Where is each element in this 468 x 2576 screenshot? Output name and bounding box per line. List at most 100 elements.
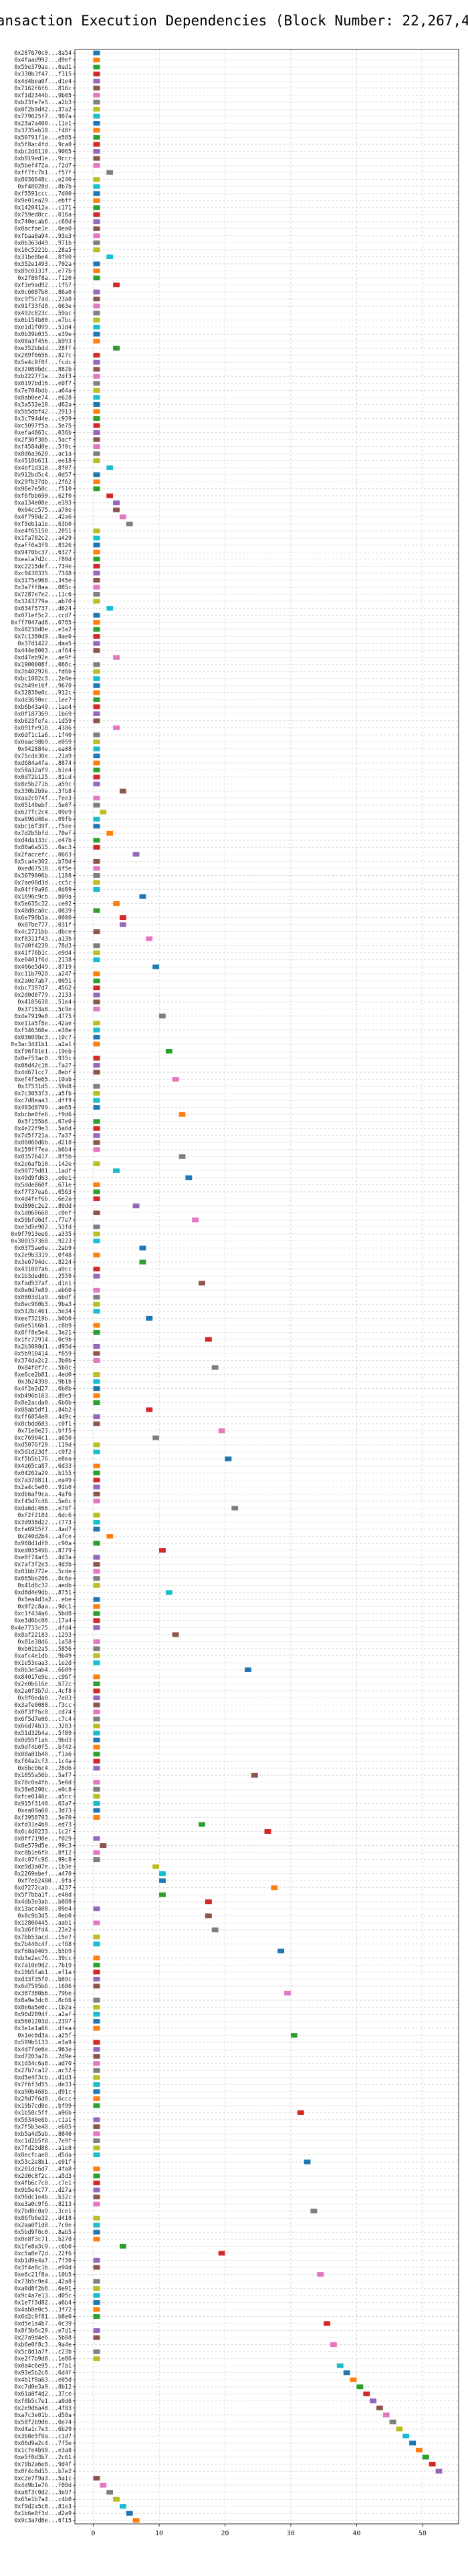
transaction-bar — [93, 472, 100, 478]
transaction-label: 0x5bd9f6c0...8ab5 — [14, 2229, 72, 2235]
transaction-bar — [93, 373, 100, 379]
transaction-bar — [93, 149, 100, 154]
transaction-label: 0x0b363d49...971b — [14, 239, 72, 246]
transaction-label: 0xb623fefe...1d59 — [14, 717, 72, 724]
transaction-label: 0x492c823c...59ac — [14, 310, 72, 317]
transaction-label: 0x891fe910...4386 — [14, 724, 72, 731]
transaction-label: 0xda6dc466...e70f — [14, 1504, 72, 1511]
transaction-bar — [93, 732, 100, 738]
transaction-bar — [93, 1196, 100, 1201]
transaction-bar — [93, 957, 100, 963]
transaction-bar — [271, 1885, 278, 1891]
transaction-bar — [93, 1857, 100, 1863]
transaction-label: 0x0d55f1a6...9bd3 — [14, 1737, 72, 1744]
transaction-label: 0x0c9b3d5...0eb0 — [17, 1913, 72, 1919]
transaction-label: 0x04262a29...b155 — [14, 1470, 72, 1476]
transaction-label: 0x65e1b7a4...c4b0 — [14, 2496, 72, 2503]
transaction-bar — [126, 2511, 133, 2516]
transaction-bar — [93, 1253, 100, 1258]
transaction-label: 0x49d9fd63...e0e1 — [14, 1174, 72, 1181]
transaction-bar — [93, 444, 100, 450]
transaction-label: 0x9c3a7d8e...6f15 — [14, 2517, 72, 2524]
transaction-label: 0xff7047ad8...0785 — [11, 619, 72, 626]
transaction-label: 0xf0b5c7e1...a9d6 — [14, 2398, 72, 2404]
transaction-bar — [93, 1400, 100, 1406]
transaction-bar — [93, 556, 100, 562]
transaction-label: 0x0a4c6e95...f7a1 — [14, 2362, 72, 2369]
transaction-bar — [93, 1470, 100, 1476]
transaction-bar — [93, 2257, 100, 2263]
transaction-label: 0xf8311f43...a13b — [14, 935, 72, 942]
transaction-label: 0x04ff9a96...0d09 — [14, 886, 72, 893]
transaction-label: 0x4185638...51e4 — [17, 999, 72, 1005]
transaction-label: 0x84017e9e...c96f — [14, 1673, 72, 1680]
transaction-bar — [106, 606, 114, 611]
transaction-bar — [93, 1189, 100, 1194]
transaction-label: 0x6df1c1a6...1f40 — [14, 732, 72, 738]
transaction-bar — [93, 1323, 100, 1328]
transaction-label: 0x0f187369...1b69 — [14, 710, 72, 717]
transaction-bar — [382, 2412, 390, 2418]
transaction-bar — [139, 1259, 146, 1265]
transaction-bar — [93, 1674, 100, 1679]
transaction-label: 0x86fb6e32...d418 — [14, 2215, 72, 2221]
transaction-bar — [93, 297, 100, 302]
transaction-bar — [172, 1632, 179, 1637]
transaction-label: 0x98dc1e4b...b32c — [14, 2194, 72, 2201]
transaction-label: 0xb23fe7e5...a2b3 — [14, 99, 72, 106]
transaction-label: 0x1e53eaa3...1e2d — [14, 1659, 72, 1666]
transaction-bar — [93, 1983, 100, 1989]
transaction-label: 0x240d2b4...afce — [17, 1533, 72, 1539]
transaction-label: 0x4f2e2d27...6b0b — [14, 1385, 72, 1392]
transaction-bar — [284, 1991, 291, 1996]
transaction-bar — [93, 2215, 100, 2221]
transaction-label: 0x81bb772e...5cde — [14, 1568, 72, 1575]
transaction-label: 0x04cc575...a70e — [17, 506, 72, 513]
transaction-label: 0x915f3140...63a7 — [14, 1800, 72, 1806]
transaction-bar — [93, 697, 100, 702]
transaction-label: 0x5ea4d3a2...ebe — [17, 1596, 72, 1603]
transaction-label: 0x8af22183...1293 — [14, 1631, 72, 1638]
transaction-label: 0x779625f7...907a — [14, 113, 72, 120]
transaction-bar — [231, 1505, 239, 1510]
transaction-label: 0x5b5dbf42...2913 — [14, 408, 72, 415]
transaction-bar — [93, 1618, 100, 1623]
transaction-bar — [277, 1948, 285, 1953]
transaction-bar — [93, 261, 100, 267]
transaction-bar — [93, 1267, 100, 1272]
transaction-label: 0xb3e2ec76...39cc — [14, 1955, 72, 1961]
transaction-label: 0xe11a5f8e...42ae — [14, 1019, 72, 1026]
transaction-label: 0xaa2c074f...fee3 — [14, 795, 72, 802]
transaction-label: 0x7287e7e2...11c6 — [14, 591, 72, 597]
transaction-label: 0xc7d0e3a9...8b12 — [14, 2384, 72, 2390]
transaction-label: 0x5f7bba1f...e40d — [14, 1891, 72, 1898]
transaction-label: 0x8e2acda0...6b8b — [14, 1400, 72, 1406]
transaction-bar — [93, 1126, 100, 1131]
transaction-bar — [93, 339, 100, 344]
transaction-label: 0x3b24398...9b1b — [17, 1378, 72, 1385]
transaction-bar — [93, 1484, 100, 1490]
transaction-label: 0x10b5fab1...ef1a — [14, 1969, 72, 1975]
transaction-bar — [396, 2426, 403, 2432]
transaction-bar — [93, 1379, 100, 1384]
transaction-label: 0xc5097f5a...5e75 — [14, 422, 72, 429]
transaction-label: 0x86060d6b...d218 — [14, 1139, 72, 1146]
transaction-bar — [93, 226, 100, 231]
transaction-label: 0x4e7733c75...dfd4 — [11, 1624, 72, 1631]
transaction-bar — [310, 2209, 318, 2214]
transaction-bar — [93, 1034, 100, 1039]
transaction-bar — [93, 1520, 100, 1525]
transaction-label: 0x0ef53ac0...935c — [14, 1055, 72, 1062]
transaction-bar — [93, 2047, 100, 2052]
transaction-label: 0xf04a2cf3...1c4a — [14, 1758, 72, 1764]
transaction-label: 0x3c794d4e...c939 — [14, 415, 72, 422]
transaction-label: 0x7fd23d88...a1e8 — [14, 2144, 72, 2151]
transaction-label: 0x81e38d6...1a58 — [17, 1638, 72, 1645]
transaction-bar — [93, 634, 100, 639]
transaction-bar — [93, 1702, 100, 1708]
transaction-bar — [93, 1766, 100, 1771]
transaction-bar — [119, 2243, 126, 2249]
transaction-bar — [113, 725, 120, 730]
transaction-bar — [152, 1864, 160, 1869]
